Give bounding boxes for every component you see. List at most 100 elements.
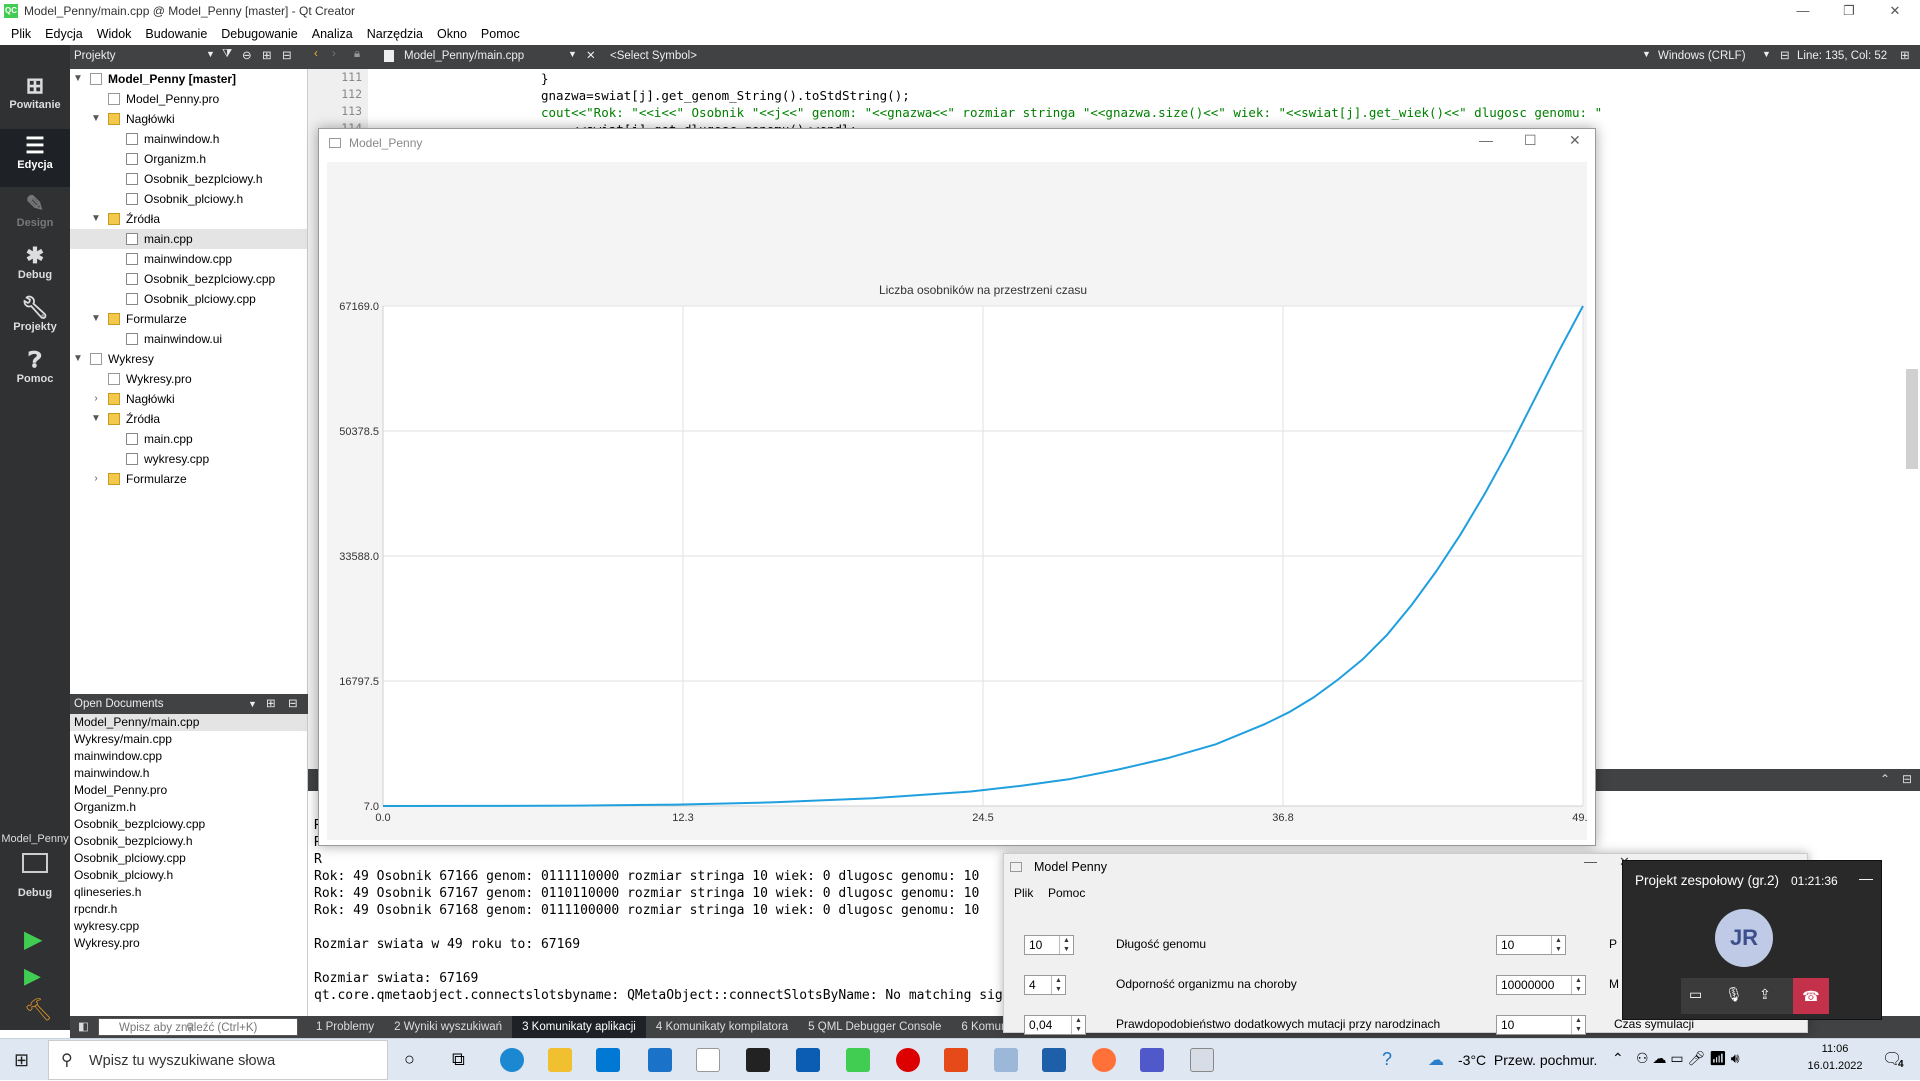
- tree-item[interactable]: ▼ Wykresy: [70, 349, 307, 369]
- mutation-probability-spinbox[interactable]: 0,04 ▲ ▼: [1024, 1015, 1086, 1035]
- cortana-icon[interactable]: ○: [404, 1049, 415, 1069]
- code-line[interactable]: }: [541, 71, 549, 86]
- disease-resistance-spinbox[interactable]: 4 ▲ ▼: [1024, 975, 1066, 995]
- tree-item[interactable]: mainwindow.ui: [70, 329, 307, 349]
- open-document-item[interactable]: wykresy.cpp: [74, 919, 140, 933]
- forward-icon[interactable]: ›: [332, 48, 336, 60]
- hang-up-icon[interactable]: ☎︎: [1793, 978, 1829, 1014]
- tree-item[interactable]: ▼ Źródła: [70, 409, 307, 429]
- app-icon[interactable]: [994, 1048, 1018, 1072]
- open-document-item[interactable]: Osobnik_plciowy.h: [74, 868, 174, 882]
- code-line[interactable]: cout<<"Rok: "<<i<<" Osobnik "<<j<<" geno…: [541, 105, 1603, 120]
- task-view-icon[interactable]: ⧉: [452, 1049, 465, 1069]
- open-document-item[interactable]: mainwindow.h: [74, 766, 150, 780]
- menu-edycja[interactable]: Edycja: [45, 26, 83, 41]
- close-button[interactable]: ✕: [1569, 132, 1581, 148]
- maximize-pane-icon[interactable]: ⌃: [1879, 772, 1890, 786]
- kit-project[interactable]: Model_Penny: [1, 833, 69, 845]
- mutation-probability-right-spinbox[interactable]: 10 ▲ ▼: [1496, 1015, 1586, 1035]
- mode-projects[interactable]: 🔧︎ Projekty: [0, 291, 70, 349]
- tree-item[interactable]: › Formularze: [70, 469, 307, 489]
- tree-item[interactable]: Osobnik_plciowy.cpp: [70, 289, 307, 309]
- close-pane-icon[interactable]: ⊟: [1901, 772, 1912, 786]
- model-penny-taskbar-icon[interactable]: [1190, 1048, 1214, 1072]
- split-editor-icon[interactable]: ⊟: [1780, 50, 1790, 62]
- windows-start-icon[interactable]: ⊞: [14, 1050, 30, 1070]
- expand-arrow-icon[interactable]: ▼: [91, 313, 101, 324]
- line-ending-dropdown-icon[interactable]: ▼: [1762, 49, 1771, 59]
- expand-arrow-icon[interactable]: ▼: [73, 73, 83, 84]
- firefox-icon[interactable]: [1092, 1048, 1116, 1072]
- tray-chevron-icon[interactable]: ⌃: [1612, 1050, 1624, 1066]
- minimize-icon[interactable]: —: [1859, 870, 1873, 886]
- encoding-dropdown-icon[interactable]: ▼: [1642, 49, 1651, 59]
- menu-analiza[interactable]: Analiza: [311, 26, 353, 41]
- vscode-icon[interactable]: [796, 1048, 820, 1072]
- genome-length-right-spinbox[interactable]: 10 ▲ ▼: [1496, 935, 1566, 955]
- line-ending-selector[interactable]: Windows (CRLF): [1658, 50, 1746, 62]
- tab-search-results[interactable]: 2 Wyniki wyszukiwań: [394, 1021, 503, 1033]
- minimize-button[interactable]: —: [1796, 3, 1810, 18]
- tab-application-output[interactable]: 3 Komunikaty aplikacji: [512, 1016, 646, 1038]
- menu-debugowanie[interactable]: Debugowanie: [221, 26, 298, 41]
- spin-arrows-icon[interactable]: ▲ ▼: [1071, 1016, 1085, 1034]
- tree-item[interactable]: mainwindow.cpp: [70, 249, 307, 269]
- code-line[interactable]: gnazwa=swiat[j].get_genom_String().toStd…: [541, 88, 910, 103]
- symbol-selector[interactable]: <Select Symbol>: [610, 50, 697, 62]
- close-panel-icon[interactable]: ⊟: [288, 698, 298, 710]
- chevron-down-icon[interactable]: ▼: [248, 699, 257, 709]
- tab-compile-output[interactable]: 4 Komunikaty kompilatora: [655, 1021, 789, 1033]
- menu-okno[interactable]: Okno: [437, 26, 467, 41]
- clock-date[interactable]: 16.01.2022: [1807, 1060, 1863, 1072]
- split-icon[interactable]: ⊞: [266, 698, 276, 710]
- locator-input[interactable]: ⚲ Wpisz aby znaleźć (Ctrl+K): [98, 1018, 298, 1036]
- open-document-item[interactable]: Wykresy/main.cpp: [74, 732, 172, 746]
- teams-call-popup[interactable]: Projekt zespołowy (gr.2) 01:21:36 — JR ▭…: [1622, 860, 1882, 1020]
- minimize-button[interactable]: —: [1584, 854, 1597, 869]
- mode-design[interactable]: ✎ Design: [0, 187, 70, 245]
- open-document-item[interactable]: Wykresy.pro: [74, 936, 140, 950]
- tree-item[interactable]: mainwindow.h: [70, 129, 307, 149]
- scrollbar[interactable]: [1906, 369, 1918, 469]
- run-icon[interactable]: ▶: [24, 926, 43, 953]
- tree-item[interactable]: Organizm.h: [70, 149, 307, 169]
- open-document-item[interactable]: Osobnik_bezplciowy.cpp: [74, 817, 206, 831]
- split-icon[interactable]: ⊞: [262, 50, 272, 62]
- file-tab[interactable]: Model_Penny/main.cpp: [404, 50, 525, 62]
- spin-arrows-icon[interactable]: ▲ ▼: [1051, 976, 1065, 994]
- opera-icon[interactable]: [896, 1048, 920, 1072]
- mode-debug[interactable]: ✱ Debug: [0, 239, 70, 297]
- back-icon[interactable]: ‹: [314, 48, 318, 60]
- tree-item[interactable]: main.cpp: [70, 429, 307, 449]
- link-icon[interactable]: ⊖: [242, 50, 252, 62]
- menu-pomoc[interactable]: Pomoc: [480, 26, 520, 41]
- tree-item[interactable]: wykresy.cpp: [70, 449, 307, 469]
- open-document-item[interactable]: qlineseries.h: [74, 885, 142, 899]
- split-horizontal-icon[interactable]: ⊞: [1900, 50, 1910, 62]
- mode-edit[interactable]: ☰ Edycja: [0, 129, 70, 187]
- tab-qml-debugger[interactable]: 5 QML Debugger Console: [808, 1021, 942, 1033]
- file-dropdown-icon[interactable]: ▼: [568, 49, 577, 59]
- amazon-icon[interactable]: [696, 1048, 720, 1072]
- tree-item[interactable]: ▼ Formularze: [70, 309, 307, 329]
- menu-plik[interactable]: Plik: [11, 26, 32, 41]
- tree-item[interactable]: ▼ Model_Penny [master]: [70, 69, 307, 89]
- expand-arrow-icon[interactable]: ▼: [73, 353, 83, 364]
- minimize-button[interactable]: —: [1479, 132, 1493, 148]
- spin-arrows-icon[interactable]: ▲ ▼: [1571, 1016, 1585, 1034]
- genome-length-spinbox[interactable]: 10 ▲ ▼: [1024, 935, 1074, 955]
- panel-title[interactable]: Projekty: [74, 50, 116, 62]
- expand-arrow-icon[interactable]: ▼: [91, 213, 101, 224]
- taskbar-search-input[interactable]: ⚲ Wpisz tu wyszukiwane słowa: [48, 1040, 388, 1080]
- build-icon[interactable]: 🔨︎: [24, 997, 52, 1022]
- sidebar-toggle-icon[interactable]: ◧: [78, 1021, 89, 1033]
- clock-time[interactable]: 11:06: [1821, 1043, 1849, 1055]
- penny-menu-plik[interactable]: Plik: [1014, 886, 1034, 900]
- mode-help[interactable]: ❓︎ Pomoc: [0, 343, 70, 401]
- expand-arrow-icon[interactable]: ›: [94, 393, 98, 404]
- file-explorer-icon[interactable]: [548, 1048, 572, 1072]
- store-icon[interactable]: [596, 1048, 620, 1072]
- tree-item[interactable]: › Nagłówki: [70, 389, 307, 409]
- maximize-button[interactable]: ☐: [1524, 132, 1537, 148]
- tree-item[interactable]: Model_Penny.pro: [70, 89, 307, 109]
